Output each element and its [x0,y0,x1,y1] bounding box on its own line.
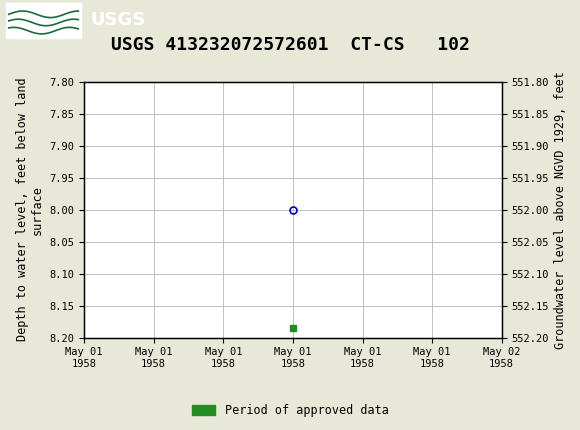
Y-axis label: Groundwater level above NGVD 1929, feet: Groundwater level above NGVD 1929, feet [554,71,567,349]
Bar [6,3,81,37]
Text: USGS: USGS [90,12,145,29]
Legend: Period of approved data: Period of approved data [187,399,393,422]
Text: USGS 413232072572601  CT-CS   102: USGS 413232072572601 CT-CS 102 [111,36,469,54]
Y-axis label: Depth to water level, feet below land
surface: Depth to water level, feet below land su… [16,78,44,341]
